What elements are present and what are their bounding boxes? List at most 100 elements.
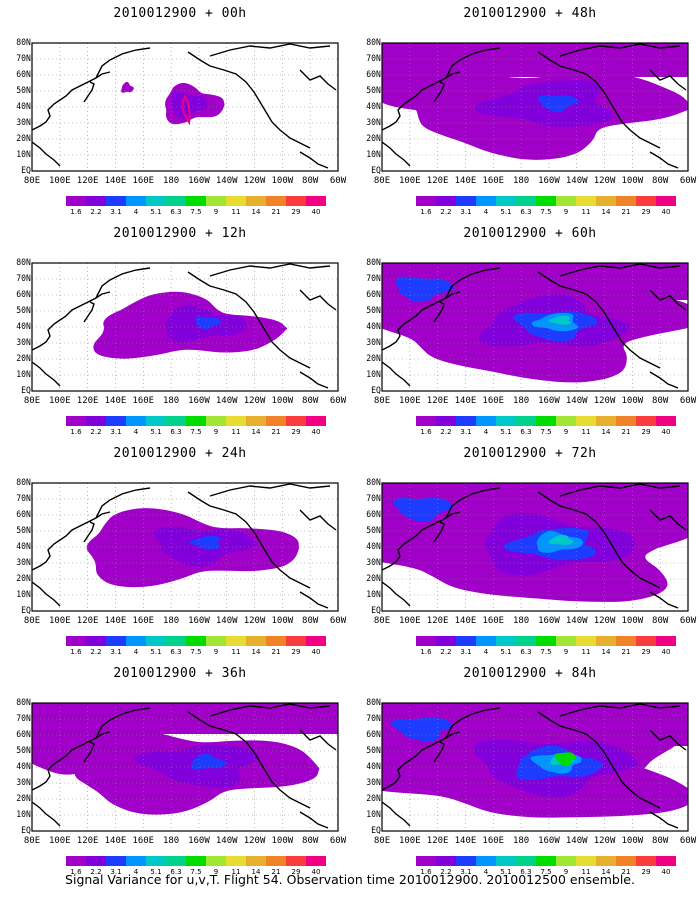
colorbar-label: 2.2: [440, 208, 452, 216]
colorbar-swatch: [186, 856, 206, 866]
lon-tick-label: 100E: [48, 176, 71, 186]
coastline: [32, 801, 61, 827]
colorbar-label: 5.1: [500, 428, 512, 436]
colorbar-label: 14: [601, 208, 611, 216]
colorbar-swatch: [86, 636, 106, 646]
colorbar-swatch: [286, 636, 306, 646]
lon-tick-label: 140W: [565, 836, 588, 846]
map-plot: [31, 482, 339, 612]
map-area: 80N 70N 60N 50N 40N 30N 20N 10N EQ 80E 100E 120E 140…: [10, 30, 350, 200]
lon-tick-label: 100E: [398, 616, 421, 626]
lon-tick-label: 160E: [482, 836, 505, 846]
lat-tick-label: 10N: [16, 590, 31, 600]
lon-tick-label: 140E: [104, 836, 127, 846]
map-frame: [31, 42, 339, 172]
colorbar-label: 1.6: [420, 208, 432, 216]
lon-tick-label: 80W: [652, 616, 669, 626]
lon-tick-label: 140E: [454, 616, 477, 626]
lon-tick-label: 80E: [23, 396, 41, 406]
lon-tick-label: 120W: [243, 836, 266, 846]
variance-contour: [390, 716, 452, 742]
lon-tick-label: 100W: [271, 836, 294, 846]
lon-tick-label: 100E: [48, 836, 71, 846]
colorbar-swatch: [436, 636, 456, 646]
coastline: [95, 707, 151, 739]
lat-tick-label: 70N: [366, 54, 381, 64]
lon-tick-label: 160E: [482, 176, 505, 186]
lon-tick-label: 120W: [243, 396, 266, 406]
lat-tick-label: 30N: [16, 558, 31, 568]
lon-tick-label: 180: [162, 176, 180, 186]
colorbar-swatch: [496, 196, 516, 206]
colorbar-swatch: [516, 856, 536, 866]
colorbar-swatch: [576, 416, 596, 426]
lat-tick-label: EQ: [371, 386, 381, 396]
lat-tick-label: 60N: [366, 290, 381, 300]
coastline: [649, 591, 679, 609]
colorbar-label: 5.1: [150, 208, 162, 216]
lat-tick-label: 10N: [366, 370, 381, 380]
coastline: [433, 81, 445, 103]
colorbar-label: 4: [133, 868, 139, 876]
lon-tick-label: 100W: [621, 176, 644, 186]
map-frame: [381, 482, 689, 612]
colorbar-swatch: [286, 196, 306, 206]
colorbar-swatch: [206, 856, 226, 866]
lat-tick-label: EQ: [371, 166, 381, 176]
colorbar-swatch: [106, 196, 126, 206]
colorbar-label: 14: [601, 868, 611, 876]
map-plot: [381, 262, 689, 392]
colorbar-swatch: [166, 636, 186, 646]
coastline: [187, 271, 311, 369]
colorbar-swatch: [556, 196, 576, 206]
coastline: [32, 511, 111, 571]
colorbar-label: 11: [581, 648, 591, 656]
coastline: [83, 301, 95, 323]
lat-tick-label: 60N: [366, 510, 381, 520]
lat-tick-label: 50N: [16, 306, 31, 316]
lat-tick-label: 10N: [16, 810, 31, 820]
lat-tick-label: 40N: [366, 102, 381, 112]
colorbar-swatch: [536, 416, 556, 426]
coastline: [559, 483, 681, 497]
lat-tick-label: 10N: [366, 590, 381, 600]
lon-tick-label: 120W: [593, 396, 616, 406]
map-plot: [381, 702, 689, 832]
colorbar-label: 4: [483, 208, 489, 216]
lon-tick-label: 140W: [215, 616, 238, 626]
coastline: [433, 741, 445, 763]
lon-tick-label: 80W: [302, 616, 319, 626]
colorbar-label: 11: [581, 428, 591, 436]
map-plot: [31, 702, 339, 832]
colorbar-swatch: [206, 636, 226, 646]
coastline: [382, 581, 411, 607]
lon-tick-label: 180: [162, 836, 180, 846]
colorbar-swatch: [616, 856, 636, 866]
colorbar-label: 21: [271, 428, 281, 436]
colorbar-swatch: [476, 416, 496, 426]
coastline: [209, 263, 331, 277]
map-area: 80N 70N 60N 50N 40N 30N 20N 10N EQ 80E 100E 120E 140…: [360, 30, 700, 200]
colorbar-swatch: [596, 636, 616, 646]
colorbar-label: 7.5: [540, 208, 552, 216]
lon-tick-label: 120E: [76, 396, 99, 406]
colorbar-swatch: [636, 416, 656, 426]
colorbar: [66, 416, 326, 426]
lon-tick-label: 60W: [329, 176, 347, 186]
lat-tick-label: 30N: [16, 338, 31, 348]
coastline: [537, 271, 661, 369]
lat-tick-label: 30N: [366, 778, 381, 788]
panel-title: 2010012900 + 48h: [463, 6, 597, 21]
coastline: [299, 811, 329, 829]
coastline: [382, 291, 461, 351]
colorbar-label: 3.1: [110, 648, 122, 656]
colorbar-label: 7.5: [190, 428, 202, 436]
lat-tick-label: 30N: [366, 338, 381, 348]
colorbar-swatch: [306, 856, 326, 866]
coastline: [649, 151, 679, 169]
colorbar-swatch: [496, 416, 516, 426]
variance-contour: [395, 276, 455, 303]
lon-tick-label: 160W: [538, 176, 560, 186]
lon-tick-label: 80W: [652, 836, 669, 846]
coastline: [32, 71, 111, 131]
